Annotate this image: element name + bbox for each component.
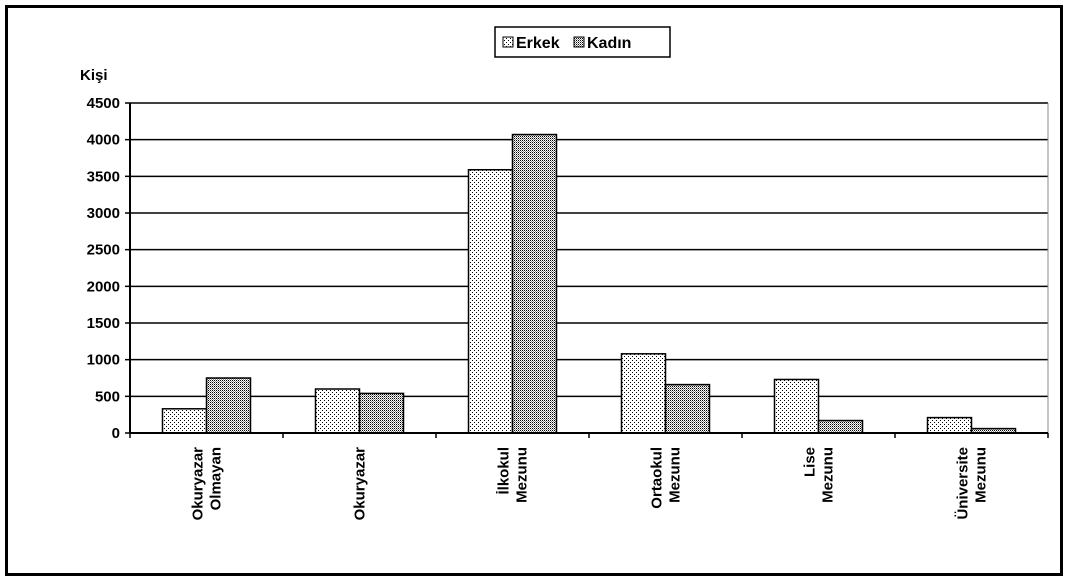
y-tick-label: 3500: [87, 168, 120, 185]
legend-label-erkek: Erkek: [516, 35, 560, 52]
legend-label-kadin: Kadın: [587, 35, 631, 52]
x-category-label: Ortaokul: [649, 447, 666, 509]
legend: Erkek Kadın: [494, 26, 671, 58]
bar-erkek: [161, 408, 208, 434]
y-tick-label: 4000: [87, 132, 120, 149]
y-tick-label: 3000: [87, 205, 120, 222]
y-axis-label: Kişi: [80, 67, 108, 84]
y-tick-label: 1000: [87, 352, 120, 369]
bar-erkek: [773, 378, 820, 434]
y-tick-label: 2000: [87, 278, 120, 295]
x-category-label: Lise: [802, 447, 819, 477]
x-category-label: Mezunu: [514, 447, 531, 503]
x-category-labels: Okuryazar Olmayan Okuryazar İlkokul Mezunu Or…: [190, 447, 990, 521]
x-category-label: Üniversite: [955, 447, 972, 520]
axes: [129, 103, 1049, 438]
y-tick-label: 500: [95, 388, 120, 405]
bar-kadn: [817, 419, 864, 434]
bar-kadn: [664, 383, 711, 434]
x-category-label: Okuryazar: [190, 447, 207, 521]
x-category-label: İlkokul: [496, 447, 513, 495]
bar-kadn: [358, 392, 405, 434]
bar-erkek: [926, 416, 973, 434]
x-category-label: Okuryazar: [352, 447, 369, 521]
bar-erkek: [467, 168, 514, 434]
bars: [161, 133, 1017, 434]
x-category-label: Mezunu: [667, 447, 684, 503]
y-tick-label: 0: [112, 425, 120, 442]
legend-swatch-kadin: [573, 36, 585, 48]
x-category-label: Olmayan: [208, 447, 225, 510]
bar-kadn: [205, 377, 252, 434]
y-tick-label: 1500: [87, 315, 120, 332]
y-tick-label: 2500: [87, 242, 120, 259]
bar-kadn: [511, 133, 558, 434]
y-tick-label: 4500: [87, 95, 120, 112]
bar-erkek: [620, 353, 667, 434]
y-tick-labels: 0 500 1000 1500 2000 2500 3000 3500 4000 4500: [87, 95, 120, 442]
gridlines: [125, 102, 1049, 434]
legend-swatch-erkek: [502, 36, 514, 48]
bar-erkek: [314, 388, 361, 434]
x-category-label: Mezunu: [820, 447, 837, 503]
x-category-label: Mezunu: [973, 447, 990, 503]
